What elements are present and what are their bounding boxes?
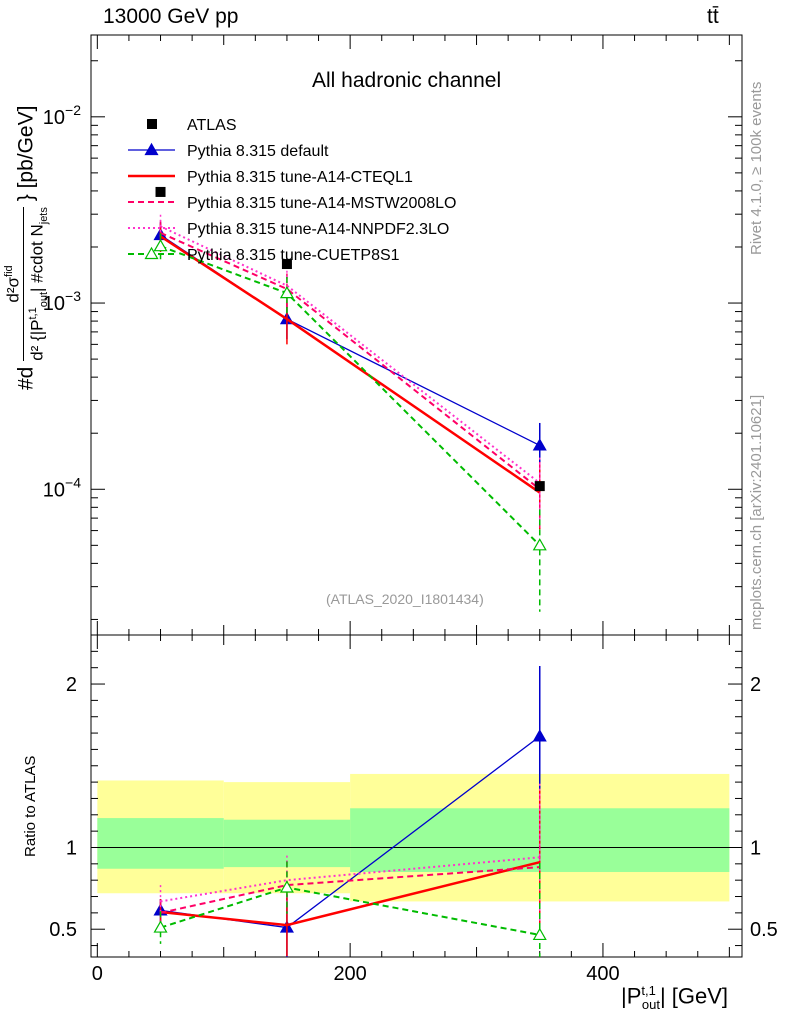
main-series-line-2 (160, 232, 541, 491)
legend-label-4: Pythia 8.315 tune-CUETP8S1 (187, 247, 400, 264)
main-y-axis-label: #d d²σfid d² {|Pt,1out| #cdot Njets } [p… (0, 106, 54, 390)
main-point-4 (532, 538, 547, 551)
ratio-point-0 (532, 729, 547, 742)
legend: ATLAS Pythia 8.315 default Pythia 8.315 tu… (128, 117, 456, 264)
x-tick-label-200: 200 (333, 963, 366, 985)
main-series-line-3 (160, 225, 541, 484)
main-series-line-4 (160, 245, 541, 547)
collision-label: 13000 GeV pp (103, 5, 239, 28)
analysis-watermark: (ATLAS_2020_I1801434) (326, 591, 484, 607)
legend-label-1: Pythia 8.315 tune-A14-CTEQL1 (187, 169, 413, 186)
main-series-line-1 (159, 235, 541, 494)
ratio-y-tick-label-right-0.5: 0.5 (750, 919, 778, 941)
ratio-y-tick-label-right-2: 2 (750, 674, 761, 696)
ratio-y-axis-label: Ratio to ATLAS (22, 755, 39, 857)
ratio-series-line-2 (160, 866, 540, 914)
legend-marker-4 (144, 246, 159, 260)
legend-marker-atlas (147, 119, 157, 129)
legend-marker-0 (144, 142, 159, 156)
main-y-tick-label-1: 10−3 (43, 288, 81, 315)
ratio-band-inner-1 (223, 819, 351, 868)
chart-title: All hadronic channel (312, 69, 502, 92)
atlas-data-point (155, 186, 166, 197)
legend-label-atlas: ATLAS (187, 117, 237, 134)
ratio-y-tick-label-2: 2 (66, 674, 77, 696)
main-point-4 (153, 238, 168, 252)
ratio-y-tick-label-0.5: 0.5 (49, 919, 77, 941)
x-tick-label-400: 400 (586, 963, 619, 985)
main-point-4 (279, 285, 294, 299)
ratio-y-tick-label-1: 1 (66, 837, 77, 859)
ratio-series-line-1 (160, 860, 541, 927)
legend-label-3: Pythia 8.315 tune-A14-NNPDF2.3LO (187, 221, 449, 238)
ratio-band-inner-0 (97, 818, 224, 869)
legend-label-2: Pythia 8.315 tune-A14-MSTW2008LO (187, 195, 456, 212)
x-tick-label-0: 0 (92, 963, 103, 985)
legend-label-0: Pythia 8.315 default (187, 143, 329, 160)
atlas-data-point (281, 259, 292, 270)
ratio-point-4 (279, 880, 294, 893)
ratio-point-4 (153, 920, 168, 933)
mcplots-reference-label: mcplots.cern.ch [arXiv:2401.10621] (748, 394, 765, 630)
atlas-data-point (534, 481, 545, 492)
rivet-version-label: Rivet 4.1.0, ≥ 100k events (748, 81, 765, 255)
main-point-0 (532, 438, 547, 451)
ratio-panel-frame (90, 634, 743, 958)
process-label: tt̄ (707, 5, 719, 28)
ratio-point-4 (532, 927, 547, 941)
ratio-y-tick-label-right-1: 1 (750, 837, 761, 859)
main-y-tick-label-2: 10−2 (43, 102, 81, 129)
x-axis-label: |Pt,1out| [GeV] (621, 983, 729, 1012)
main-y-tick-label-0: 10−4 (43, 474, 81, 501)
